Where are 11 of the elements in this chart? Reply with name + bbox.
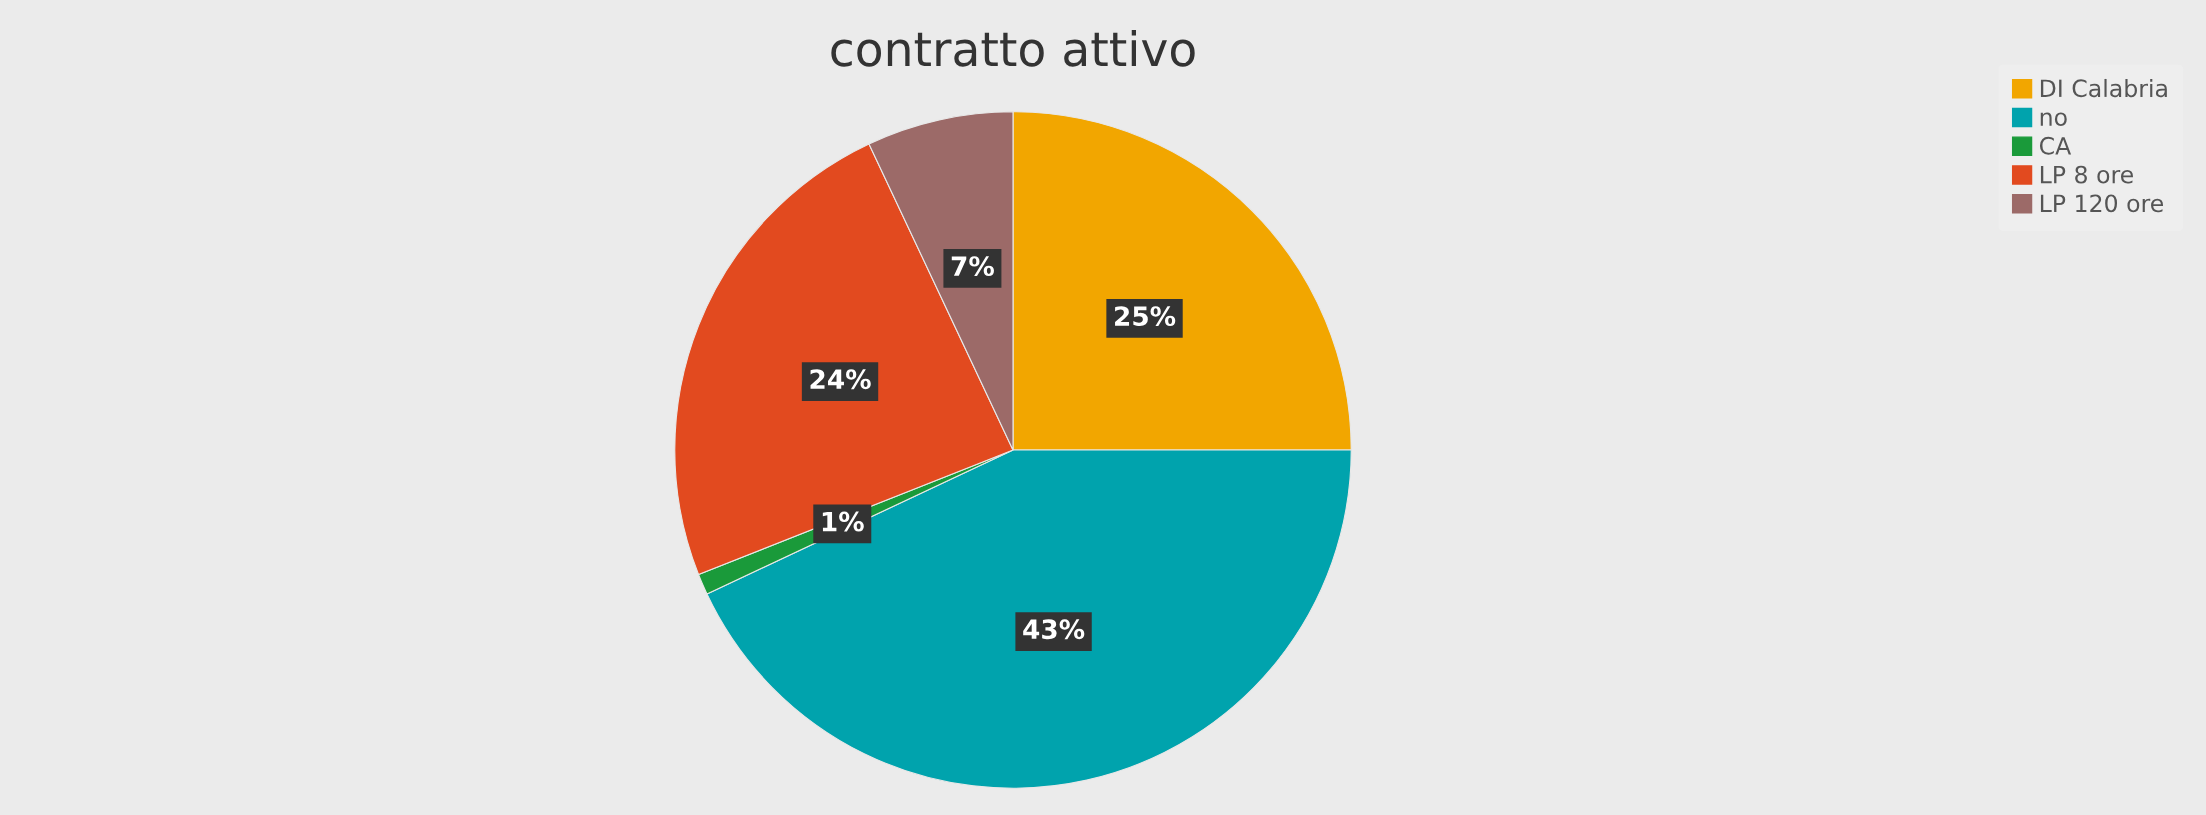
chart-title: contratto attivo (831, 30, 1195, 67)
legend-label: LP 8 ore (2040, 165, 2133, 184)
data-label: 25% (1115, 306, 1176, 327)
data-label: 24% (810, 369, 871, 390)
legend-label: DI Calabria (2040, 78, 2167, 98)
legend-label: no (2040, 112, 2067, 126)
data-label: 1% (822, 511, 864, 532)
legend-label: LP 120 ore (2040, 194, 2163, 213)
data-label: 43% (1023, 619, 1085, 640)
data-label: 7% (951, 256, 994, 277)
legend-label: CA (2039, 136, 2072, 155)
